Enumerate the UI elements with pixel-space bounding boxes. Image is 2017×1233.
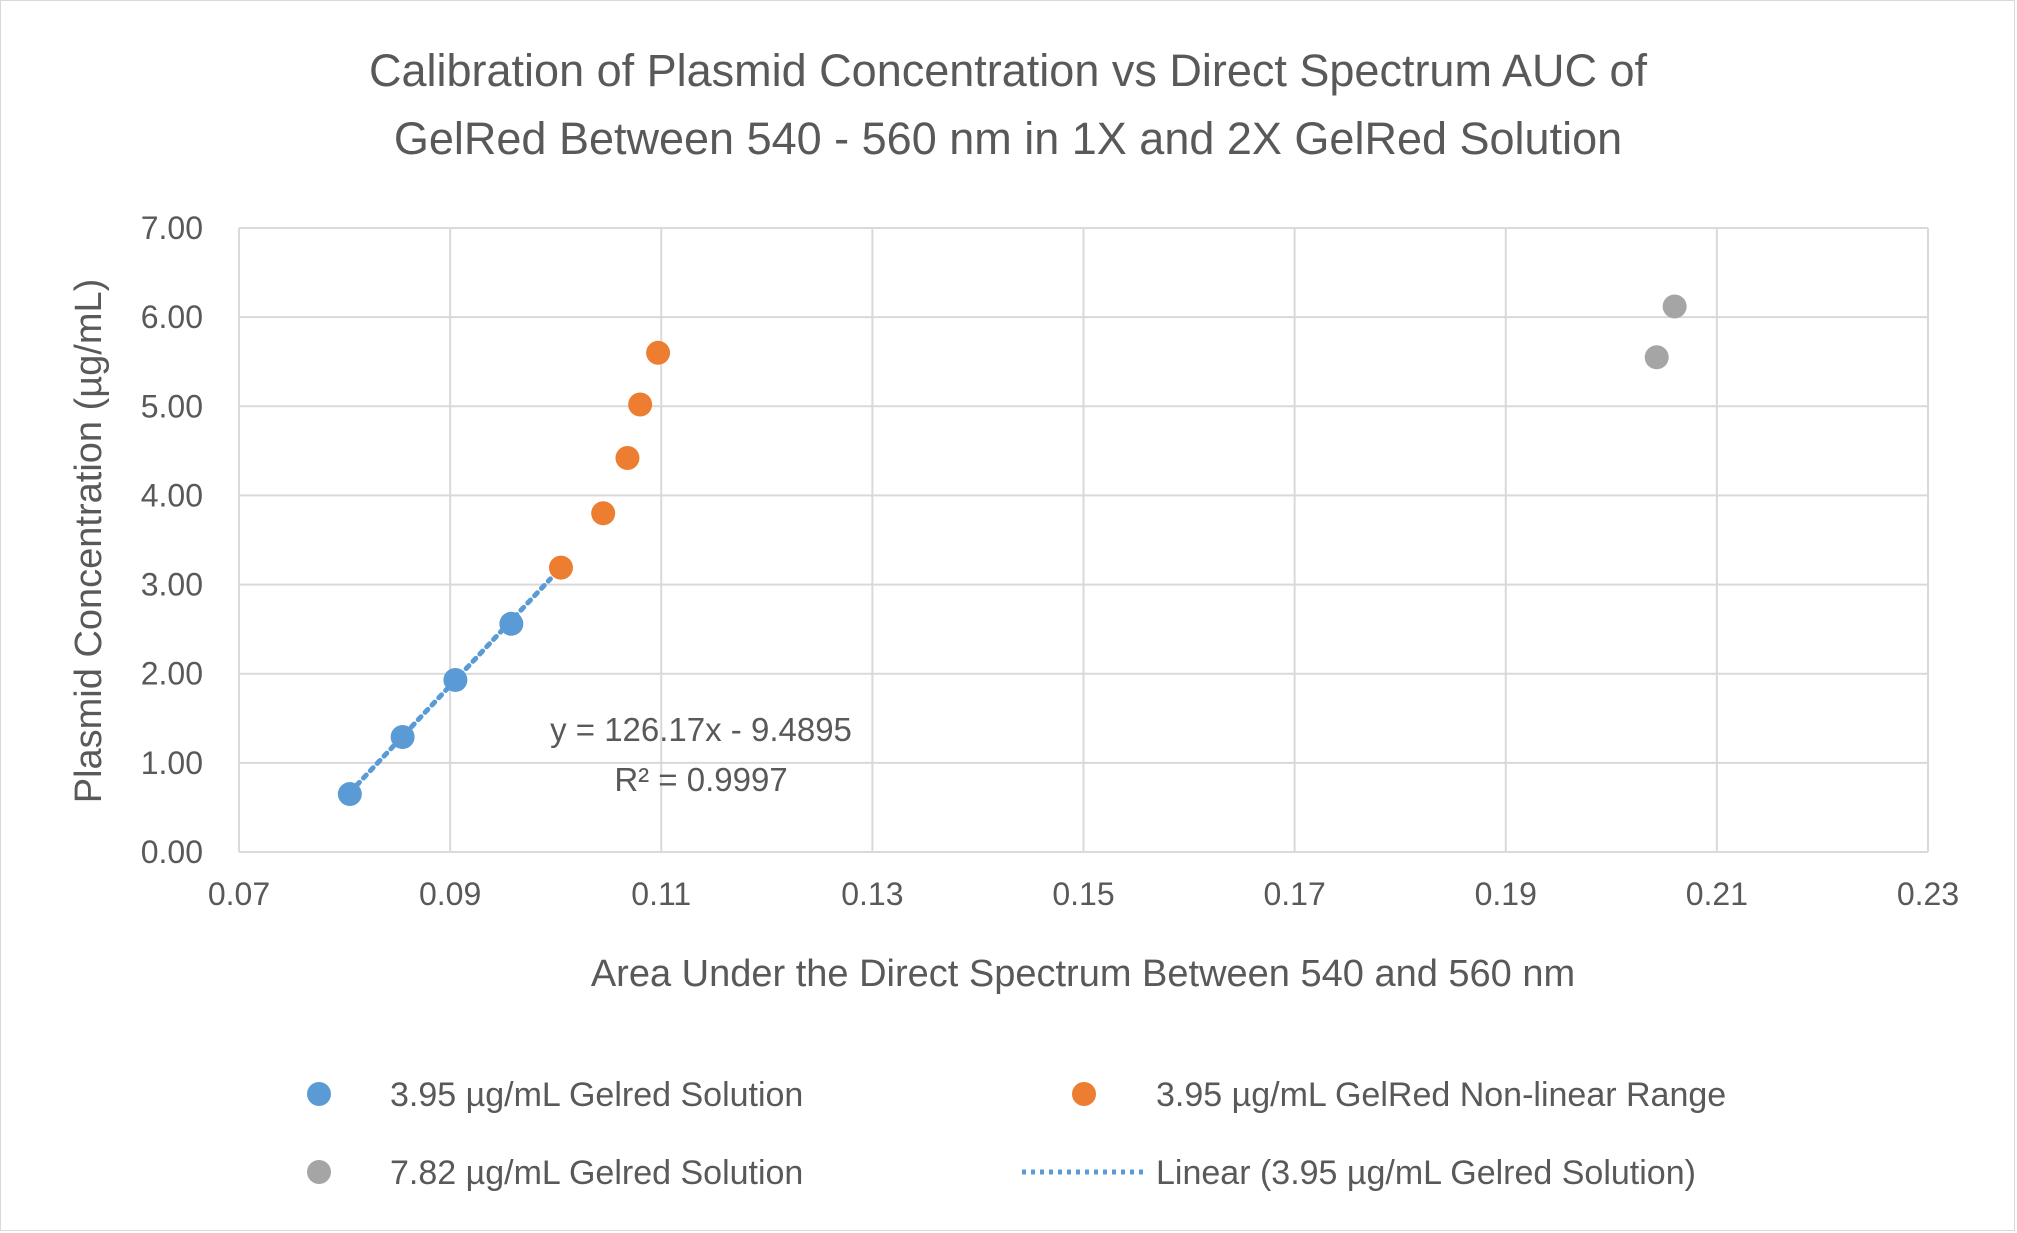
data-point-series-3-1[interactable]: [1644, 345, 1669, 370]
x-tick-label-4: 0.15: [1052, 876, 1114, 912]
data-point-series-1-1[interactable]: [337, 782, 362, 807]
x-tick-label-1: 0.09: [419, 876, 481, 912]
x-tick-label-5: 0.17: [1263, 876, 1325, 912]
legend-marker-series-1: [307, 1082, 331, 1106]
series-2: [548, 340, 671, 580]
legend-label-trendline: Linear (3.95 µg/mL Gelred Solution): [1156, 1154, 1696, 1192]
y-tick-label-5: 5.00: [141, 388, 203, 424]
x-tick-label-7: 0.21: [1686, 876, 1748, 912]
data-point-series-2-4[interactable]: [628, 392, 653, 417]
legend-item-series-2[interactable]: 3.95 µg/mL GelRed Non-linear Range: [1072, 1076, 1726, 1114]
data-point-series-2-3[interactable]: [615, 445, 640, 470]
x-tick-label-0: 0.07: [208, 876, 270, 912]
legend-label-series-1: 3.95 µg/mL Gelred Solution: [390, 1076, 803, 1114]
chart-title-line-1: Calibration of Plasmid Concentration vs …: [369, 45, 1648, 96]
y-axis-title: Plasmid Concentration (µg/mL): [68, 279, 110, 804]
y-tick-label-0: 0.00: [141, 834, 203, 870]
series-3: [1644, 294, 1687, 370]
trendline-equation: y = 126.17x - 9.4895: [550, 711, 852, 748]
y-tick-label-3: 3.00: [141, 567, 203, 603]
x-axis-title: Area Under the Direct Spectrum Between 5…: [591, 953, 1575, 995]
series-1: [337, 611, 524, 807]
y-tick-label-1: 1.00: [141, 745, 203, 781]
data-point-series-2-1[interactable]: [548, 555, 573, 580]
data-point-series-1-4[interactable]: [499, 611, 524, 636]
x-tick-label-2: 0.11: [631, 876, 691, 912]
trendline-r-squared: R² = 0.9997: [614, 761, 787, 798]
data-point-series-3-2[interactable]: [1662, 294, 1687, 319]
x-tick-label-6: 0.19: [1475, 876, 1537, 912]
y-tick-label-2: 2.00: [141, 656, 203, 692]
legend-marker-series-2: [1072, 1082, 1096, 1106]
data-point-series-2-5[interactable]: [646, 340, 671, 365]
legend-marker-series-3: [307, 1160, 331, 1184]
legend-label-series-3: 7.82 µg/mL Gelred Solution: [390, 1154, 803, 1192]
legend-label-series-2: 3.95 µg/mL GelRed Non-linear Range: [1156, 1076, 1726, 1114]
x-tick-label-8: 0.23: [1897, 876, 1959, 912]
data-point-series-1-3[interactable]: [443, 667, 468, 692]
y-tick-label-6: 6.00: [141, 299, 203, 335]
x-tick-label-3: 0.13: [841, 876, 903, 912]
y-tick-label-4: 4.00: [141, 477, 203, 513]
legend: 3.95 µg/mL Gelred Solution 3.95 µg/mL Ge…: [307, 1076, 1726, 1192]
chart-title-line-2: GelRed Between 540 - 560 nm in 1X and 2X…: [394, 113, 1622, 164]
gridlines: [238, 227, 1929, 853]
y-tick-label-7: 7.00: [141, 210, 203, 246]
y-tick-labels: 0.00 1.00 2.00 3.00 4.00 5.00 6.00 7.00: [141, 210, 203, 870]
data-point-series-1-2[interactable]: [390, 725, 415, 750]
points-layer: [337, 294, 1687, 807]
legend-item-series-1[interactable]: 3.95 µg/mL Gelred Solution: [307, 1076, 803, 1114]
legend-item-series-3[interactable]: 7.82 µg/mL Gelred Solution: [307, 1154, 803, 1192]
x-tick-labels: 0.07 0.09 0.11 0.13 0.15 0.17 0.19 0.21 0.23: [208, 876, 1959, 912]
legend-item-trendline[interactable]: Linear (3.95 µg/mL Gelred Solution): [1022, 1154, 1696, 1192]
data-point-series-2-2[interactable]: [591, 501, 616, 526]
